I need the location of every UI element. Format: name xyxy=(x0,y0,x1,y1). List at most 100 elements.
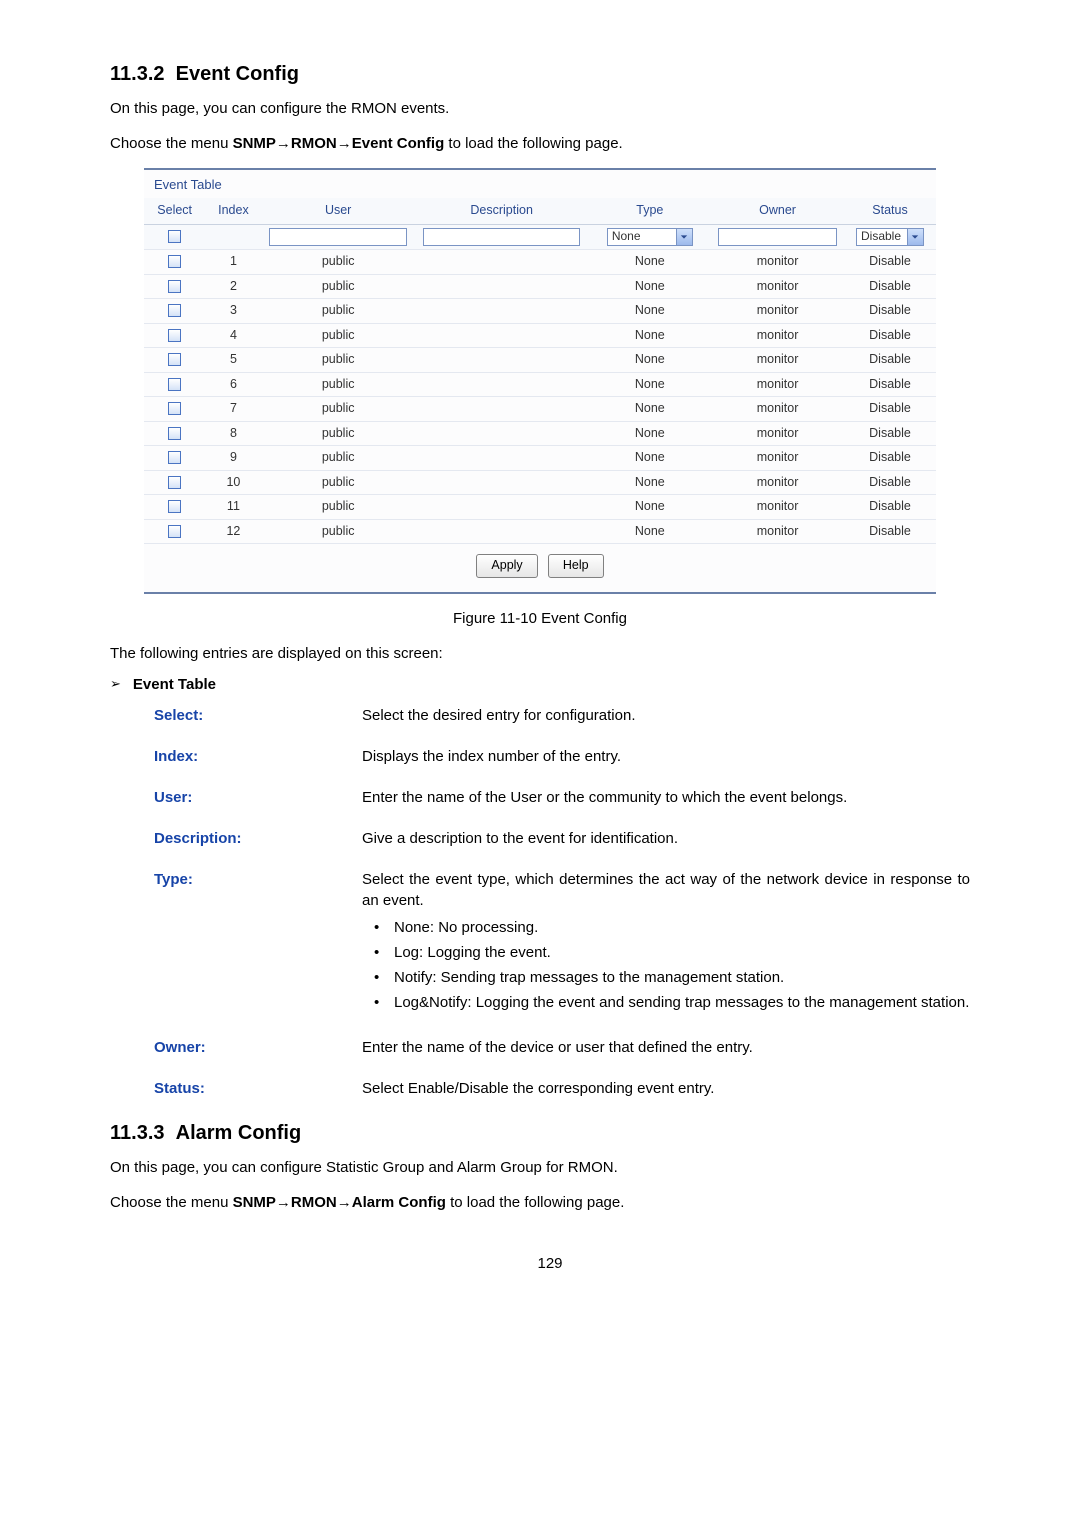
cell-type: None xyxy=(589,421,712,446)
field-desc-user: Enter the name of the User or the commun… xyxy=(362,787,970,808)
menu-alarmconfig: Alarm Config xyxy=(352,1194,446,1211)
cell-type: None xyxy=(589,519,712,544)
cell-user: public xyxy=(262,299,415,324)
row-select-checkbox[interactable] xyxy=(168,378,181,391)
menu-arrow2: → xyxy=(337,1194,352,1211)
filter-description-input[interactable] xyxy=(423,228,580,246)
cell-user: public xyxy=(262,495,415,520)
cell-status: Disable xyxy=(844,274,936,299)
th-type: Type xyxy=(589,198,712,224)
subhead-row: ➢ Event Table xyxy=(110,674,970,695)
cell-status: Disable xyxy=(844,397,936,422)
field-row-select: Select: Select the desired entry for con… xyxy=(154,705,970,726)
row-select-checkbox[interactable] xyxy=(168,402,181,415)
cell-description xyxy=(415,397,589,422)
button-row: Apply Help xyxy=(144,554,936,578)
cell-user: public xyxy=(262,397,415,422)
row-select-checkbox[interactable] xyxy=(168,304,181,317)
page-number: 129 xyxy=(130,1253,970,1274)
cell-status: Disable xyxy=(844,348,936,373)
cell-owner: monitor xyxy=(711,397,844,422)
cell-owner: monitor xyxy=(711,446,844,471)
row-select-checkbox[interactable] xyxy=(168,525,181,538)
help-button[interactable]: Help xyxy=(548,554,604,578)
row-select-checkbox[interactable] xyxy=(168,280,181,293)
cell-owner: monitor xyxy=(711,519,844,544)
filter-status-select[interactable]: Disable xyxy=(856,228,924,246)
filter-type-select[interactable]: None xyxy=(607,228,693,246)
row-select-checkbox[interactable] xyxy=(168,427,181,440)
section-title: Alarm Config xyxy=(176,1122,302,1144)
cell-index: 2 xyxy=(205,274,261,299)
field-row-status: Status: Select Enable/Disable the corres… xyxy=(154,1078,970,1099)
cell-index: 9 xyxy=(205,446,261,471)
cell-description xyxy=(415,274,589,299)
cell-owner: monitor xyxy=(711,372,844,397)
table-row: 2publicNonemonitorDisable xyxy=(144,274,936,299)
row-select-checkbox[interactable] xyxy=(168,451,181,464)
table-row: 4publicNonemonitorDisable xyxy=(144,323,936,348)
filter-status-value: Disable xyxy=(861,228,901,245)
cell-index: 5 xyxy=(205,348,261,373)
field-row-user: User: Enter the name of the User or the … xyxy=(154,787,970,808)
filter-user-input[interactable] xyxy=(269,228,407,246)
filter-select-checkbox[interactable] xyxy=(168,230,181,243)
field-desc-owner: Enter the name of the device or user tha… xyxy=(362,1037,970,1058)
filter-owner-input[interactable] xyxy=(718,228,837,246)
table-row: 6publicNonemonitorDisable xyxy=(144,372,936,397)
th-status: Status xyxy=(844,198,936,224)
cell-description xyxy=(415,323,589,348)
apply-button[interactable]: Apply xyxy=(476,554,537,578)
cell-user: public xyxy=(262,274,415,299)
table-header-row: Select Index User Description Type Owner… xyxy=(144,198,936,224)
event-table-panel: Event Table Select Index User Descriptio… xyxy=(144,168,936,594)
cell-user: public xyxy=(262,519,415,544)
cell-user: public xyxy=(262,421,415,446)
cell-description xyxy=(415,495,589,520)
cell-owner: monitor xyxy=(711,348,844,373)
panel-title: Event Table xyxy=(144,170,936,198)
row-select-checkbox[interactable] xyxy=(168,255,181,268)
chevron-down-icon xyxy=(907,229,923,245)
cell-owner: monitor xyxy=(711,421,844,446)
cell-status: Disable xyxy=(844,470,936,495)
cell-description xyxy=(415,348,589,373)
type-bullet: Notify: Sending trap messages to the man… xyxy=(374,967,970,988)
section-heading-event-config: 11.3.2 Event Config xyxy=(110,60,970,88)
type-bullet: None: No processing. xyxy=(374,917,970,938)
figure-caption: Figure 11-10 Event Config xyxy=(110,608,970,629)
field-desc-index: Displays the index number of the entry. xyxy=(362,746,970,767)
field-label-select: Select: xyxy=(154,705,362,726)
cell-index: 10 xyxy=(205,470,261,495)
cell-description xyxy=(415,519,589,544)
table-row: 11publicNonemonitorDisable xyxy=(144,495,936,520)
cell-status: Disable xyxy=(844,323,936,348)
field-label-description: Description: xyxy=(154,828,362,849)
menu-rmon: RMON xyxy=(291,1194,337,1211)
row-select-checkbox[interactable] xyxy=(168,476,181,489)
cell-owner: monitor xyxy=(711,470,844,495)
cell-type: None xyxy=(589,323,712,348)
chevron-right-icon: ➢ xyxy=(110,675,121,693)
cell-index: 8 xyxy=(205,421,261,446)
menu-prefix: Choose the menu xyxy=(110,135,233,152)
row-select-checkbox[interactable] xyxy=(168,329,181,342)
field-desc-select: Select the desired entry for configurati… xyxy=(362,705,970,726)
row-select-checkbox[interactable] xyxy=(168,500,181,513)
menu-prefix: Choose the menu xyxy=(110,1194,233,1211)
field-list: Select: Select the desired entry for con… xyxy=(154,705,970,1099)
chevron-down-icon xyxy=(676,229,692,245)
row-select-checkbox[interactable] xyxy=(168,353,181,366)
menu-path-text: Choose the menu SNMP→RMON→Event Config t… xyxy=(110,133,970,154)
menu-eventconfig: Event Config xyxy=(352,135,445,152)
cell-type: None xyxy=(589,372,712,397)
cell-status: Disable xyxy=(844,495,936,520)
cell-description xyxy=(415,421,589,446)
filter-type-value: None xyxy=(612,228,641,245)
table-row: 5publicNonemonitorDisable xyxy=(144,348,936,373)
field-label-owner: Owner: xyxy=(154,1037,362,1058)
filter-row: None Disable xyxy=(144,224,936,250)
cell-type: None xyxy=(589,446,712,471)
cell-index: 6 xyxy=(205,372,261,397)
cell-index: 11 xyxy=(205,495,261,520)
